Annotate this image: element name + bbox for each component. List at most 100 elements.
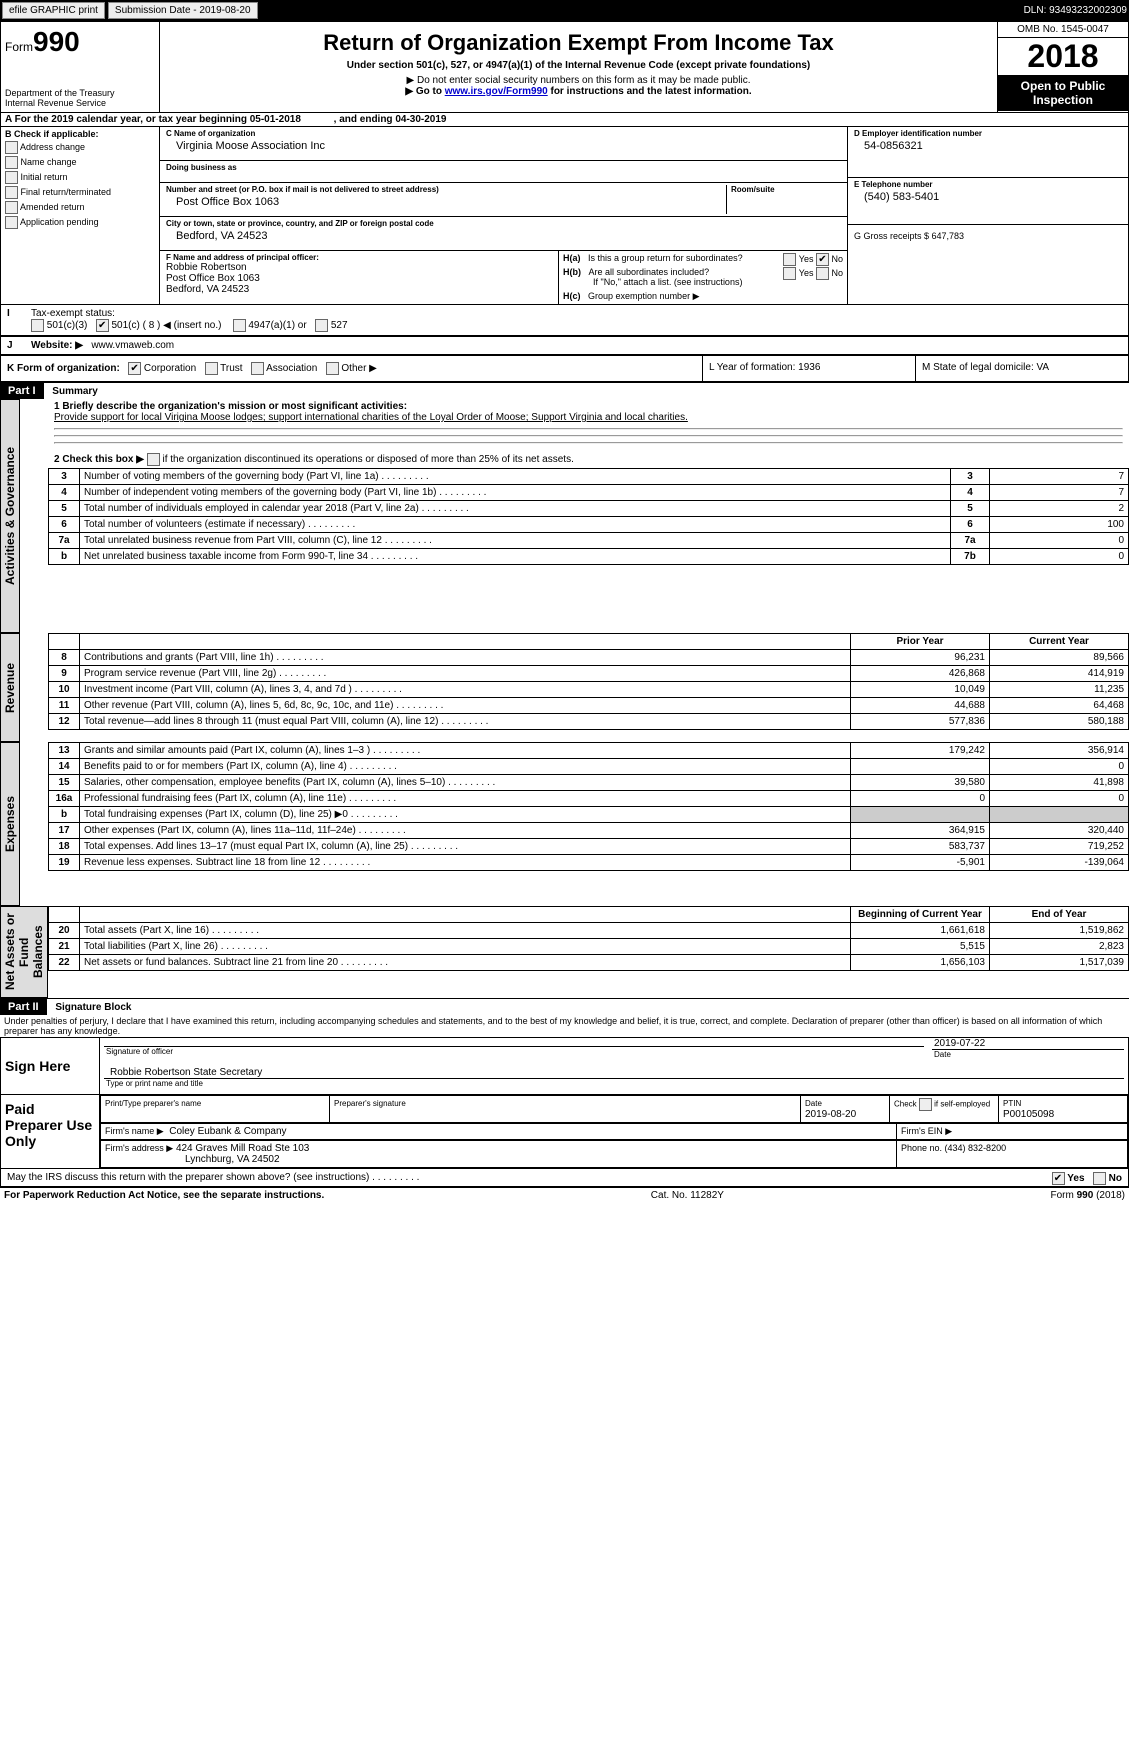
col-d: D Employer identification number 54-0856… bbox=[847, 127, 1128, 304]
table-header-row: Beginning of Current YearEnd of Year bbox=[49, 907, 1129, 923]
part1-badge: Part I bbox=[0, 383, 44, 399]
ptin-label: PTIN bbox=[1003, 1099, 1021, 1108]
footer-right: Form 990 (2018) bbox=[1051, 1190, 1125, 1201]
lbl-app-pending: Application pending bbox=[20, 217, 99, 227]
lbl-address-change: Address change bbox=[20, 142, 85, 152]
table-row: 17Other expenses (Part IX, column (A), l… bbox=[49, 823, 1129, 839]
part2-header: Part II Signature Block bbox=[0, 998, 1129, 1015]
ein-value: 54-0856321 bbox=[854, 138, 1122, 158]
firm-addr2: Lynchburg, VA 24502 bbox=[105, 1154, 280, 1165]
hb-text: Are all subordinates included? bbox=[589, 267, 710, 277]
table-row: 20Total assets (Part X, line 16)1,661,61… bbox=[49, 923, 1129, 939]
state-domicile: M State of legal domicile: VA bbox=[915, 356, 1128, 381]
form-word: Form bbox=[5, 40, 33, 54]
chk-app-pending[interactable] bbox=[5, 216, 18, 229]
chk-501c3[interactable] bbox=[31, 319, 44, 332]
chk-assoc[interactable] bbox=[251, 362, 264, 375]
chk-self-employed[interactable] bbox=[919, 1098, 932, 1111]
table-row: 8Contributions and grants (Part VIII, li… bbox=[49, 650, 1129, 666]
chk-amended[interactable] bbox=[5, 201, 18, 214]
irs-link[interactable]: www.irs.gov/Form990 bbox=[445, 86, 548, 97]
submission-date-button[interactable]: Submission Date - 2019-08-20 bbox=[108, 2, 258, 19]
lbl-amended: Amended return bbox=[20, 202, 85, 212]
opt-trust: Trust bbox=[220, 363, 242, 374]
table-row: 21Total liabilities (Part X, line 26)5,5… bbox=[49, 939, 1129, 955]
self-employed-text: if self-employed bbox=[934, 1100, 990, 1109]
city-value: Bedford, VA 24523 bbox=[166, 228, 841, 248]
chk-initial-return[interactable] bbox=[5, 171, 18, 184]
table-row: 9Program service revenue (Part VIII, lin… bbox=[49, 666, 1129, 682]
may-irs-no: No bbox=[1109, 1173, 1122, 1184]
opt-501c: 501(c) ( 8 ) ◀ (insert no.) bbox=[111, 320, 221, 331]
ha-text: Is this a group return for subordinates? bbox=[588, 253, 743, 263]
phone-label: E Telephone number bbox=[854, 180, 1122, 189]
chk-hb-no[interactable] bbox=[816, 267, 829, 280]
table-row: 19Revenue less expenses. Subtract line 1… bbox=[49, 855, 1129, 871]
opt-corp: Corporation bbox=[144, 363, 196, 374]
org-name: Virginia Moose Association Inc bbox=[166, 138, 841, 158]
officer-title-label: Type or print name and title bbox=[100, 1079, 1128, 1088]
dln-label: DLN: 93493232002309 bbox=[1024, 5, 1127, 16]
firm-name-label: Firm's name ▶ bbox=[105, 1126, 164, 1136]
table-row: 14Benefits paid to or for members (Part … bbox=[49, 759, 1129, 775]
ptin-value: P00105098 bbox=[1003, 1109, 1054, 1120]
may-irs-row: May the IRS discuss this return with the… bbox=[0, 1169, 1129, 1187]
hb-yes: Yes bbox=[799, 268, 814, 278]
table-row: 15Salaries, other compensation, employee… bbox=[49, 775, 1129, 791]
chk-ha-yes[interactable] bbox=[783, 253, 796, 266]
chk-527[interactable] bbox=[315, 319, 328, 332]
chk-other[interactable] bbox=[326, 362, 339, 375]
grid-expenses: 13Grants and similar amounts paid (Part … bbox=[48, 742, 1129, 871]
year-formation: L Year of formation: 1936 bbox=[702, 356, 915, 381]
ein-label: D Employer identification number bbox=[854, 129, 1122, 138]
line1-value: Provide support for local Virigina Moose… bbox=[54, 412, 688, 423]
form-header: Form990 Department of the Treasury Inter… bbox=[0, 21, 1129, 113]
chk-ha-no[interactable]: ✔ bbox=[816, 253, 829, 266]
footer-left: For Paperwork Reduction Act Notice, see … bbox=[4, 1190, 324, 1201]
row-i: I Tax-exempt status: 501(c)(3) ✔ 501(c) … bbox=[0, 304, 1129, 336]
line1-label: 1 Briefly describe the organization's mi… bbox=[54, 401, 407, 412]
ha-no: No bbox=[831, 254, 843, 264]
table-row: 12Total revenue—add lines 8 through 11 (… bbox=[49, 714, 1129, 730]
chk-discontinued[interactable] bbox=[147, 453, 160, 466]
efile-print-button[interactable]: efile GRAPHIC print bbox=[2, 2, 105, 19]
prep-date-label: Date bbox=[805, 1099, 822, 1108]
chk-hb-yes[interactable] bbox=[783, 267, 796, 280]
chk-trust[interactable] bbox=[205, 362, 218, 375]
officer-label: F Name and address of principal officer: bbox=[166, 253, 552, 262]
street-value: Post Office Box 1063 bbox=[166, 194, 726, 214]
row-klm: K Form of organization: ✔ Corporation Tr… bbox=[0, 355, 1129, 382]
tab-expenses: Expenses bbox=[0, 742, 20, 906]
room-label: Room/suite bbox=[731, 185, 841, 194]
part2-badge: Part II bbox=[0, 999, 47, 1015]
may-irs-text: May the IRS discuss this return with the… bbox=[7, 1172, 419, 1183]
chk-501c[interactable]: ✔ bbox=[96, 319, 109, 332]
page-footer: For Paperwork Reduction Act Notice, see … bbox=[0, 1187, 1129, 1203]
table-row: 5Total number of individuals employed in… bbox=[49, 501, 1129, 517]
form-title: Return of Organization Exempt From Incom… bbox=[164, 30, 993, 56]
prep-sig-label: Preparer's signature bbox=[334, 1099, 406, 1108]
chk-address-change[interactable] bbox=[5, 141, 18, 154]
row-i-label: I bbox=[1, 305, 25, 335]
website-value: www.vmaweb.com bbox=[91, 340, 174, 351]
ha-label: H(a) bbox=[563, 253, 581, 263]
perjury-statement: Under penalties of perjury, I declare th… bbox=[0, 1015, 1129, 1037]
part1-header: Part I Summary bbox=[0, 382, 1129, 399]
line2-pre: 2 Check this box ▶ bbox=[54, 454, 144, 465]
officer-printed-name: Robbie Robertson State Secretary bbox=[104, 1067, 262, 1078]
officer-name: Robbie Robertson bbox=[166, 262, 552, 273]
chk-may-irs-yes[interactable]: ✔ bbox=[1052, 1172, 1065, 1185]
opt-other: Other ▶ bbox=[341, 363, 376, 374]
chk-corp[interactable]: ✔ bbox=[128, 362, 141, 375]
part2-title: Signature Block bbox=[49, 1002, 131, 1013]
opt-527: 527 bbox=[331, 320, 348, 331]
chk-may-irs-no[interactable] bbox=[1093, 1172, 1106, 1185]
part1-title: Summary bbox=[46, 386, 98, 397]
ha-yes: Yes bbox=[799, 254, 814, 264]
chk-4947[interactable] bbox=[233, 319, 246, 332]
check-self-label: Check bbox=[894, 1100, 917, 1109]
chk-name-change[interactable] bbox=[5, 156, 18, 169]
row-j-label: J bbox=[1, 337, 25, 354]
chk-final-return[interactable] bbox=[5, 186, 18, 199]
lbl-initial-return: Initial return bbox=[21, 172, 68, 182]
